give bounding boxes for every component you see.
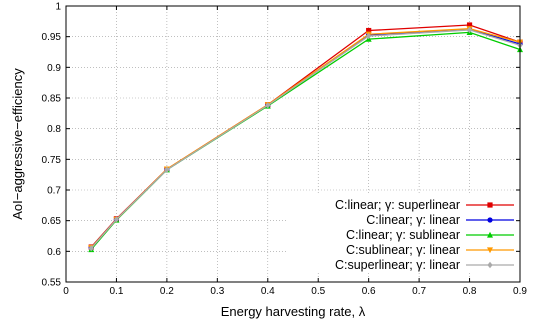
legend-marker <box>487 261 493 269</box>
legend-label: C:linear; γ: linear <box>366 213 460 227</box>
legend-entry: C:linear; γ: superlinear <box>335 198 514 212</box>
plot-frame <box>65 5 521 283</box>
data-point <box>366 27 372 34</box>
x-tick-label: 0.6 <box>362 286 376 297</box>
data-point <box>466 22 473 28</box>
data-point <box>164 166 170 173</box>
x-tick-label: 0.9 <box>513 286 527 297</box>
legend-box <box>286 194 519 273</box>
y-tick-label: 0.7 <box>47 186 61 197</box>
y-tick-label: 1 <box>55 2 61 13</box>
legend-background <box>286 194 519 273</box>
x-tick-label: 0.5 <box>311 286 325 297</box>
legend-entry: C:linear; γ: sublinear <box>346 228 514 242</box>
legend-entry: C:superlinear; γ: linear <box>335 258 514 272</box>
y-tick-label: 0.55 <box>42 278 62 289</box>
x-tick-label: 0.4 <box>261 286 275 297</box>
y-tick-label: 0.8 <box>47 124 61 135</box>
data-point <box>265 102 271 109</box>
x-tick-label: 0 <box>63 286 69 297</box>
x-tick-label: 0.2 <box>160 286 174 297</box>
y-tick-label: 0.6 <box>47 247 61 258</box>
legend-marker <box>487 231 493 238</box>
y-tick-label: 0.75 <box>42 155 62 166</box>
legend-label: C:sublinear; γ: linear <box>346 243 460 257</box>
data-point <box>113 216 120 223</box>
x-tick-label: 0.7 <box>412 286 426 297</box>
x-tick-label: 0.8 <box>463 286 477 297</box>
data-point <box>366 32 372 40</box>
legend-marker <box>487 247 493 254</box>
data-point <box>466 26 473 34</box>
ticks: 0 0.1 0.2 0.3 0.4 0.5 0.6 0.7 0.8 0.9 0.55 0.6 0.65 0… <box>42 2 528 298</box>
legend-label: C:superlinear; γ: linear <box>335 258 460 272</box>
series-5 <box>88 26 523 252</box>
y-tick-label: 0.95 <box>42 32 62 43</box>
y-tick-label: 0.65 <box>42 216 62 227</box>
data-point <box>88 245 94 252</box>
x-axis-label: Energy harvesting rate, λ <box>221 304 366 319</box>
legend-marker <box>487 217 493 223</box>
legend-label: C:linear; γ: superlinear <box>335 198 460 212</box>
y-tick-label: 0.9 <box>47 63 61 74</box>
legend-label: C:linear; γ: sublinear <box>346 228 460 242</box>
legend-marker <box>487 202 493 208</box>
x-tick-label: 0.1 <box>109 286 123 297</box>
y-tick-label: 0.85 <box>42 94 62 105</box>
grid <box>66 6 520 282</box>
y-axis-label: AoI−aggressive−efficiency <box>10 68 25 220</box>
legend-entry: C:linear; γ: linear <box>366 213 514 227</box>
legend-entry: C:sublinear; γ: linear <box>346 243 514 257</box>
x-tick-label: 0.3 <box>210 286 224 297</box>
